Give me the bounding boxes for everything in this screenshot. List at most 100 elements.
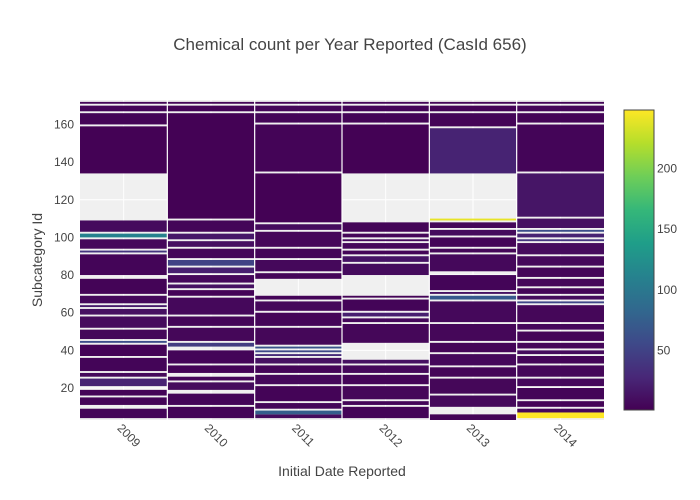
heatmap-cell[interactable] xyxy=(254,260,342,272)
heatmap-cell[interactable] xyxy=(167,233,255,240)
heatmap-cell[interactable] xyxy=(80,378,168,387)
heatmap-cell[interactable] xyxy=(516,378,604,387)
heatmap-cell[interactable] xyxy=(80,329,168,340)
heatmap-cell[interactable] xyxy=(516,113,604,123)
heatmap-cell[interactable] xyxy=(342,365,430,373)
heatmap-cell[interactable] xyxy=(167,260,255,266)
heatmap-cell[interactable] xyxy=(80,126,168,174)
heatmap-cell[interactable] xyxy=(80,220,168,232)
heatmap-cell[interactable] xyxy=(342,124,430,174)
heatmap-cell[interactable] xyxy=(254,386,342,402)
heatmap-cell[interactable] xyxy=(254,403,342,409)
heatmap-cell[interactable] xyxy=(342,222,430,232)
heatmap-cell[interactable] xyxy=(516,243,604,255)
heatmap-cell[interactable] xyxy=(80,316,168,328)
heatmap-cell[interactable] xyxy=(516,229,604,232)
heatmap-cell[interactable] xyxy=(342,105,430,112)
heatmap-cell[interactable] xyxy=(516,173,604,217)
plot-area[interactable] xyxy=(80,100,604,420)
heatmap-cell[interactable] xyxy=(167,267,255,274)
heatmap-cell[interactable] xyxy=(342,256,430,262)
heatmap-cell[interactable] xyxy=(342,233,430,238)
heatmap-cell[interactable] xyxy=(167,220,255,232)
heatmap-cell[interactable] xyxy=(254,365,342,373)
heatmap-cell[interactable] xyxy=(429,237,517,247)
heatmap-cell[interactable] xyxy=(254,248,342,259)
heatmap-cell[interactable] xyxy=(254,105,342,112)
heatmap-cell[interactable] xyxy=(80,105,168,112)
heatmap-cell[interactable] xyxy=(80,239,168,249)
heatmap-cell[interactable] xyxy=(167,113,255,219)
heatmap-cell[interactable] xyxy=(342,113,430,123)
heatmap-cell[interactable] xyxy=(429,301,517,323)
heatmap-cell[interactable] xyxy=(167,101,255,104)
heatmap-cell[interactable] xyxy=(254,231,342,247)
heatmap-cell[interactable] xyxy=(254,301,342,311)
heatmap-cell[interactable] xyxy=(167,376,255,381)
heatmap-cell[interactable] xyxy=(254,354,342,356)
heatmap-cell[interactable] xyxy=(429,222,517,228)
heatmap-cell[interactable] xyxy=(342,263,430,276)
heatmap-cell[interactable] xyxy=(429,101,517,104)
heatmap-cell[interactable] xyxy=(167,365,255,373)
heatmap-cell[interactable] xyxy=(167,248,255,259)
heatmap-cell[interactable] xyxy=(342,239,430,242)
heatmap-cell[interactable] xyxy=(254,224,342,230)
heatmap-cell[interactable] xyxy=(429,378,517,394)
heatmap-cell[interactable] xyxy=(80,113,168,125)
heatmap-cell[interactable] xyxy=(429,248,517,253)
heatmap-cell[interactable] xyxy=(516,101,604,104)
heatmap-cell[interactable] xyxy=(254,312,342,326)
heatmap-cell[interactable] xyxy=(80,308,168,315)
heatmap-cell[interactable] xyxy=(167,406,255,419)
heatmap-cell[interactable] xyxy=(516,295,604,300)
heatmap-cell[interactable] xyxy=(342,295,430,298)
heatmap-cell[interactable] xyxy=(516,401,604,407)
heatmap-cell[interactable] xyxy=(429,354,517,366)
heatmap-cell[interactable] xyxy=(254,414,342,419)
heatmap-cell[interactable] xyxy=(167,275,255,283)
heatmap-cell[interactable] xyxy=(80,295,168,304)
heatmap-cell[interactable] xyxy=(429,367,517,377)
heatmap-cell[interactable] xyxy=(342,299,430,311)
heatmap-cell[interactable] xyxy=(342,312,430,317)
heatmap-cell[interactable] xyxy=(429,254,517,272)
heatmap-cell[interactable] xyxy=(429,292,517,294)
heatmap-cell[interactable] xyxy=(254,327,342,345)
heatmap-cell[interactable] xyxy=(516,388,604,400)
heatmap-cell[interactable] xyxy=(80,372,168,377)
heatmap-cell[interactable] xyxy=(167,350,255,364)
heatmap-cell[interactable] xyxy=(342,250,430,255)
heatmap-cell[interactable] xyxy=(167,342,255,347)
heatmap-cell[interactable] xyxy=(429,295,517,300)
heatmap-cell[interactable] xyxy=(516,218,604,228)
heatmap-cell[interactable] xyxy=(167,241,255,247)
heatmap-cell[interactable] xyxy=(167,297,255,315)
heatmap-cell[interactable] xyxy=(516,412,604,419)
heatmap-cell[interactable] xyxy=(254,350,342,353)
heatmap-cell[interactable] xyxy=(342,374,430,385)
heatmap-cell[interactable] xyxy=(342,243,430,249)
heatmap-cell[interactable] xyxy=(429,105,517,112)
heatmap-cell[interactable] xyxy=(254,357,342,364)
heatmap-cell[interactable] xyxy=(342,359,430,364)
heatmap-cell[interactable] xyxy=(167,393,255,405)
heatmap-cell[interactable] xyxy=(516,288,604,294)
heatmap-cell[interactable] xyxy=(516,278,604,287)
heatmap-cell[interactable] xyxy=(80,101,168,104)
heatmap-cell[interactable] xyxy=(80,340,168,343)
heatmap-cell[interactable] xyxy=(429,395,517,407)
heatmap-cell[interactable] xyxy=(167,290,255,296)
heatmap-cell[interactable] xyxy=(254,410,342,415)
heatmap-cell[interactable] xyxy=(254,113,342,123)
heatmap-cell[interactable] xyxy=(254,273,342,279)
heatmap-cell[interactable] xyxy=(254,173,342,223)
heatmap-cell[interactable] xyxy=(429,113,517,127)
heatmap-cell[interactable] xyxy=(80,408,168,419)
heatmap-cell[interactable] xyxy=(342,318,430,323)
heatmap-cell[interactable] xyxy=(254,295,342,300)
heatmap-cell[interactable] xyxy=(516,365,604,377)
heatmap-cell[interactable] xyxy=(516,305,604,323)
heatmap-cell[interactable] xyxy=(80,389,168,396)
heatmap-cell[interactable] xyxy=(80,357,168,372)
